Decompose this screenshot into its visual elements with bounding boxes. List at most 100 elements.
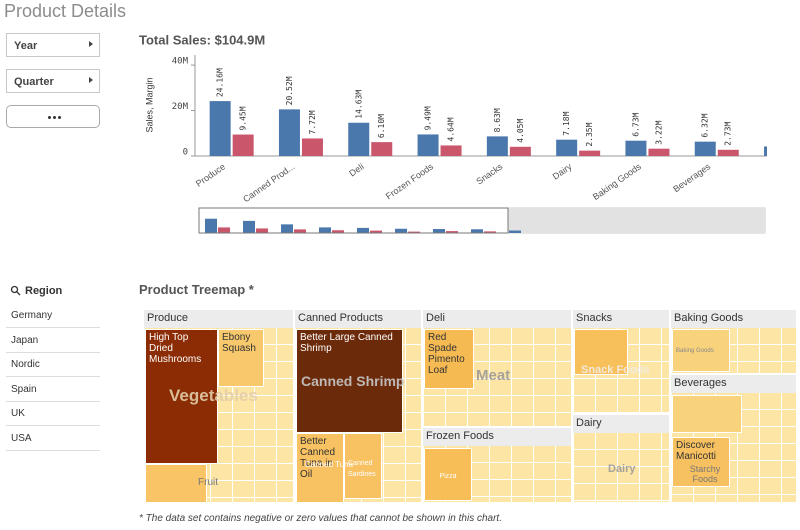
mini-bar: [281, 224, 293, 233]
bar: [371, 142, 393, 156]
mini-unselected: [508, 208, 765, 233]
bar-chart: Total Sales: $104.9M Sales, Margin 24.16…: [139, 32, 767, 234]
footnote: * The data set contains negative or zero…: [139, 513, 502, 524]
group-label: Dairy: [573, 415, 669, 433]
treemap-cell[interactable]: [574, 329, 628, 375]
mini-bar: [294, 229, 306, 233]
search-icon: [10, 285, 21, 296]
more-button[interactable]: [6, 105, 100, 128]
treemap-group[interactable]: Canned Products Better Large Canned Shri…: [294, 309, 422, 503]
x-tick-label: Snacks: [474, 161, 504, 186]
treemap-group[interactable]: Deli Red Spade Pimento Loaf Meat: [422, 309, 572, 427]
cell-label[interactable]: Discover Manicotti: [672, 437, 730, 487]
mini-selection[interactable]: [198, 207, 509, 234]
filter-year[interactable]: Year: [6, 33, 100, 57]
bar: [579, 150, 601, 156]
cell-label[interactable]: Better Canned Tuna in Oil: [296, 433, 344, 503]
mini-bar: [433, 229, 445, 233]
cell-label[interactable]: Red Spade Pimento Loaf: [424, 329, 474, 389]
mini-bar: [319, 227, 331, 233]
region-item[interactable]: Japan: [6, 329, 100, 353]
cell-label[interactable]: Baking Goods: [672, 329, 730, 372]
region-item[interactable]: UK: [6, 402, 100, 427]
value-label: 4.05M: [516, 119, 525, 143]
category-label: Meat: [476, 367, 511, 384]
group-label: Beverages: [671, 375, 796, 393]
mini-bar: [332, 230, 344, 233]
x-tick-label: Deli: [347, 161, 365, 178]
y-axis-label: Sales, Margin: [144, 77, 154, 132]
value-label: 9.49M: [424, 106, 433, 130]
mini-bar: [484, 231, 496, 233]
value-label: 7.18M: [562, 111, 571, 135]
bar: [348, 122, 370, 156]
cell-label[interactable]: Better Large Canned Shrimp: [296, 329, 403, 433]
category-label: Dairy: [608, 463, 636, 475]
bar: [694, 141, 716, 156]
mini-bar: [218, 227, 230, 233]
y-tick-label: 0: [183, 148, 188, 158]
bar: [509, 146, 531, 156]
cell-label[interactable]: Canned Sardines: [344, 433, 382, 499]
treemap-group[interactable]: Dairy Dairy: [572, 414, 670, 503]
x-tick-label: Beverages: [671, 161, 712, 194]
treemap-title: Product Treemap *: [139, 282, 254, 297]
region-item[interactable]: Germany: [6, 304, 100, 328]
filter-label: Year: [14, 40, 38, 52]
bar: [440, 145, 462, 156]
mini-bar: [357, 227, 369, 233]
category-label: Snack Foods: [581, 364, 650, 376]
region-item[interactable]: Spain: [6, 378, 100, 402]
value-label: 6.10M: [377, 114, 386, 138]
treemap-group[interactable]: Snacks Snack Foods: [572, 309, 670, 414]
bar: [417, 134, 439, 156]
region-item[interactable]: USA: [6, 427, 100, 451]
treemap: Produce High Top Dried Mushrooms Ebony S…: [143, 309, 797, 503]
category-label: Canned Shrimp: [301, 373, 405, 389]
value-label: 8.63M: [493, 108, 502, 132]
value-label: 9.45M: [239, 106, 248, 130]
treemap-group[interactable]: Frozen Foods Pizza: [422, 427, 572, 503]
mini-bar: [408, 231, 420, 233]
mini-bar: [370, 230, 382, 233]
mini-bar: [205, 218, 217, 233]
bar: [625, 140, 647, 156]
x-tick-label: Produce: [194, 161, 227, 188]
bar: [486, 136, 508, 156]
chart-title: Total Sales: $104.9M: [139, 32, 265, 47]
value-label: 6.32M: [701, 113, 710, 137]
x-tick-label: Canned Prod...: [241, 161, 296, 204]
page-title: Product Details: [4, 1, 127, 21]
x-tick-label: Baking Goods: [591, 161, 643, 202]
cell-label[interactable]: High Top Dried Mushrooms: [145, 329, 218, 464]
group-label: Canned Products: [295, 310, 421, 328]
value-label: 20.52M: [285, 76, 294, 105]
filter-quarter[interactable]: Quarter: [6, 69, 100, 93]
cell-label[interactable]: Ebony Squash: [218, 329, 264, 387]
bar: [764, 146, 767, 156]
filter-label: Quarter: [14, 76, 54, 88]
value-label: 6.73M: [631, 112, 640, 136]
value-label: 14.63M: [354, 90, 363, 119]
region-item[interactable]: Nordic: [6, 353, 100, 378]
value-label: 24.16M: [216, 68, 225, 97]
treemap-cell[interactable]: [145, 464, 207, 503]
value-label: 3.22M: [654, 120, 663, 144]
group-label: Deli: [423, 310, 571, 328]
mini-bar: [256, 228, 268, 233]
group-label: Baking Goods: [671, 310, 796, 328]
cell-label[interactable]: Pizza: [424, 448, 472, 501]
category-label: Vegetables: [169, 386, 258, 405]
treemap-cell[interactable]: [672, 395, 742, 433]
mini-bar: [471, 229, 483, 233]
group-label: Snacks: [573, 310, 669, 328]
x-tick-label: Dairy: [551, 161, 574, 182]
treemap-group[interactable]: Baking Goods Baking Goods: [670, 309, 797, 374]
treemap-group[interactable]: Produce High Top Dried Mushrooms Ebony S…: [143, 309, 294, 503]
category-label: Fruit: [198, 477, 218, 488]
bar: [717, 149, 739, 156]
treemap-group[interactable]: Beverages Discover Manicotti Starchy Foo…: [670, 374, 797, 503]
category-label: Starchy Foods: [689, 464, 721, 484]
bar: [232, 134, 254, 156]
